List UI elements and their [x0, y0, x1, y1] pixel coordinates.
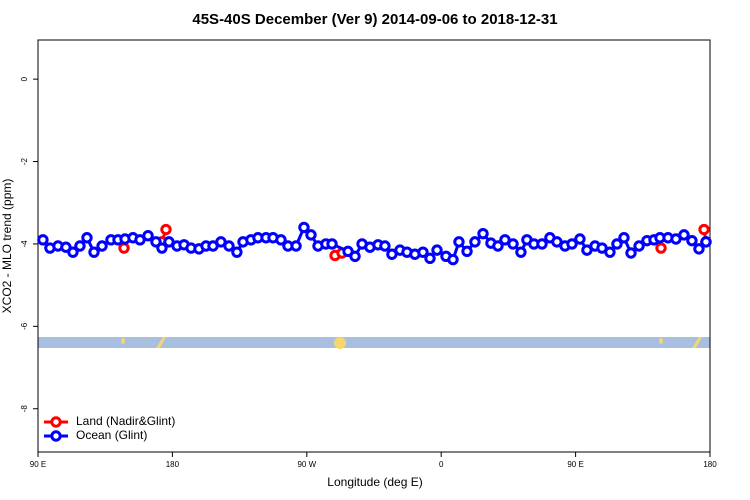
data-point [142, 230, 154, 242]
x-tick-label: 90 E [567, 460, 583, 469]
y-tick-label: -8 [20, 405, 29, 413]
data-point [88, 246, 100, 258]
data-point [469, 236, 481, 248]
data-point [453, 236, 465, 248]
x-tick-label: 0 [439, 460, 444, 469]
data-point [290, 240, 302, 252]
data-point [678, 229, 690, 241]
data-point [700, 236, 712, 248]
y-tick-label: -6 [20, 322, 29, 330]
data-point [698, 223, 710, 236]
x-tick-label: 90 W [297, 460, 316, 469]
data-point [231, 246, 243, 258]
plot-frame [37, 39, 711, 453]
data-point [326, 238, 338, 250]
data-point [447, 253, 459, 266]
legend-marker [50, 430, 62, 442]
y-tick-label: -2 [20, 157, 29, 165]
data-point [223, 240, 235, 252]
data-point [625, 247, 637, 259]
data-point [611, 238, 623, 250]
data-point [461, 245, 473, 258]
data-point [81, 232, 93, 244]
data-point [693, 243, 705, 255]
legend-label: Ocean (Glint) [76, 428, 147, 442]
data-point [515, 246, 527, 258]
data-point [305, 229, 317, 241]
data-point [604, 246, 616, 258]
x-tick-label: 90 E [30, 460, 46, 469]
data-point [424, 252, 436, 265]
legend-marker [50, 416, 62, 428]
data-point [67, 246, 79, 258]
data-point [633, 240, 645, 252]
y-axis-label: XCO2 - MLO trend (ppm) [0, 179, 14, 314]
data-point [492, 240, 504, 252]
data-point [686, 234, 698, 247]
chart-title: 45S-40S December (Ver 9) 2014-09-06 to 2… [192, 11, 557, 28]
y-tick-label: -4 [20, 240, 29, 248]
data-point [96, 240, 108, 252]
data-point [118, 242, 130, 254]
data-point [618, 232, 630, 244]
x-tick-label: 180 [166, 460, 180, 469]
data-point [655, 242, 667, 254]
x-tick-label: 180 [703, 460, 717, 469]
data-point [477, 227, 489, 240]
data-point [566, 238, 578, 250]
x-axis-label: Longitude (deg E) [327, 475, 422, 489]
data-point [574, 233, 586, 245]
data-point [431, 244, 443, 256]
data-point [298, 221, 310, 234]
data-point [536, 238, 548, 250]
data-point [275, 234, 287, 246]
data-point [37, 234, 49, 246]
y-tick-label: 0 [20, 76, 29, 81]
data-point [74, 240, 86, 252]
data-point [507, 238, 519, 250]
data-point [417, 246, 429, 258]
legend-label: Land (Nadir&Glint) [76, 414, 175, 428]
data-point [349, 250, 361, 262]
data-point [160, 223, 172, 236]
map-strip [38, 337, 710, 349]
data-point [156, 242, 168, 254]
data-point [379, 240, 391, 252]
